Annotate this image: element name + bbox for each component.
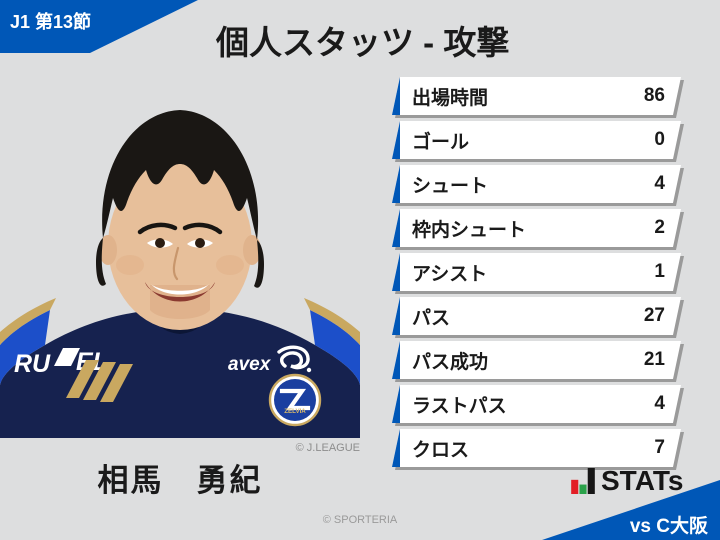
svg-text:RU: RU: [14, 350, 51, 378]
svg-text:ZELVIA: ZELVIA: [284, 408, 306, 415]
svg-text:avex: avex: [228, 354, 272, 375]
